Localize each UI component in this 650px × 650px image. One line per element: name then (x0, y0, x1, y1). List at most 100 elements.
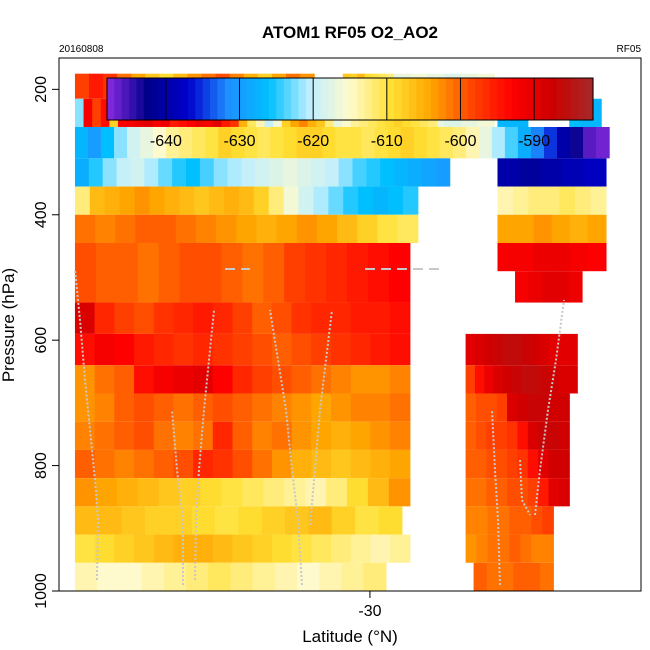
heatmap-cell (533, 214, 553, 243)
heatmap-cell (355, 506, 380, 535)
heatmap-cell (232, 365, 253, 394)
colorbar-swatch (563, 78, 572, 120)
colorbar-swatch (269, 78, 277, 120)
heatmap-cell (515, 242, 535, 272)
heatmap-cell (269, 158, 284, 187)
heatmap-cell (216, 214, 237, 243)
heatmap-cell (350, 421, 371, 450)
heatmap-cell (74, 393, 96, 422)
heatmap-cell (517, 449, 529, 479)
heatmap-cell (533, 242, 553, 272)
heatmap-cell (141, 562, 165, 591)
heatmap-cell (199, 158, 215, 187)
heatmap-cell (367, 242, 390, 303)
heatmap-cell (366, 158, 381, 187)
heatmap-cell (116, 478, 139, 507)
heatmap-cell (439, 126, 454, 159)
heatmap-cell (121, 506, 146, 535)
heatmap-cell (335, 126, 350, 159)
heatmap-cell (298, 186, 315, 215)
heatmap-cell (74, 242, 97, 303)
heatmap-cell (193, 534, 214, 563)
colorbar-swatch (107, 78, 115, 120)
heatmap-cell (558, 478, 570, 507)
heatmap-cell (261, 506, 286, 535)
colorbar-swatch (541, 78, 550, 120)
heatmap-cell (257, 126, 271, 159)
heatmap-cell (474, 333, 485, 366)
x-axis-label: Latitude (°N) (302, 627, 398, 646)
colorbar-swatch (283, 78, 292, 120)
heatmap-cell (569, 214, 589, 243)
heatmap-cell (507, 449, 519, 479)
heatmap-cell (540, 562, 554, 591)
heatmap-cell (394, 158, 409, 187)
colorbar-swatch (504, 78, 513, 120)
heatmap-cell (474, 365, 485, 394)
colorbar-swatch (489, 78, 498, 120)
heatmap-cell (502, 333, 513, 366)
heatmap-cell (74, 214, 96, 243)
heatmap-cell (374, 126, 389, 159)
colorbar-swatch (158, 78, 167, 120)
heatmap-cell (193, 333, 214, 366)
heatmap-cell (358, 186, 374, 215)
flight-track-lines (74, 268, 565, 586)
heatmap-cell (530, 333, 541, 366)
flight-track-segment (171, 409, 184, 585)
heatmap-cell (268, 186, 285, 215)
heatmap-cell (291, 449, 312, 479)
heatmap-cell (465, 449, 477, 479)
heatmap-cell (95, 242, 118, 303)
chart-title: ATOM1 RF05 O2_AO2 (262, 23, 438, 42)
heatmap-cell (291, 365, 312, 394)
heatmap-cell (388, 242, 411, 303)
heatmap-cell (311, 333, 332, 366)
heatmap-cell (74, 302, 96, 334)
colorbar-swatch (482, 78, 491, 120)
colorbar-swatch (519, 78, 528, 120)
heatmap-cell (179, 126, 193, 159)
heatmap-cell (370, 393, 391, 422)
heatmap-cell (168, 506, 193, 535)
heatmap-cell (465, 478, 477, 507)
heatmap-cell (476, 534, 489, 563)
heatmap-cell (558, 449, 570, 479)
heatmap-cell (92, 98, 102, 127)
heatmap-cell (200, 242, 223, 303)
heatmap-cell (569, 242, 589, 272)
heatmap-cell (413, 126, 428, 159)
heatmap-cell (221, 478, 243, 507)
heatmap-cell (507, 478, 519, 507)
heatmap-cell (153, 365, 175, 394)
heatmap-cell (311, 302, 332, 334)
heatmap-cell (322, 126, 337, 159)
heatmap-cell (504, 126, 519, 159)
heatmap-cell (114, 534, 135, 563)
heatmap-cell (173, 302, 194, 334)
colorbar-swatch (386, 78, 395, 120)
heatmap-cell (357, 214, 379, 243)
heatmap-cell (74, 158, 90, 187)
heatmap-cell (548, 393, 560, 422)
heatmap-cell (400, 126, 415, 159)
heatmap-cell (331, 333, 352, 366)
colorbar-swatch (526, 78, 535, 120)
heatmap-cell (486, 478, 498, 507)
y-tick-label: 800 (33, 452, 50, 479)
heatmap-cell (465, 126, 480, 159)
heatmap-cell (558, 333, 569, 366)
heatmap-cell (548, 421, 560, 450)
heatmap-cell (311, 365, 332, 394)
heatmap-cell (584, 158, 607, 187)
colorbar-swatch (578, 78, 587, 120)
heatmap-cell (297, 158, 312, 187)
heatmap-cell (465, 421, 477, 450)
heatmap-cell (350, 302, 371, 334)
heatmap-cell (193, 365, 214, 394)
heatmap-cell (232, 333, 253, 366)
heatmap-cell (291, 302, 312, 334)
heatmap-cell (95, 214, 116, 243)
heatmap-cell (153, 421, 175, 450)
heatmap-cell (542, 534, 554, 563)
